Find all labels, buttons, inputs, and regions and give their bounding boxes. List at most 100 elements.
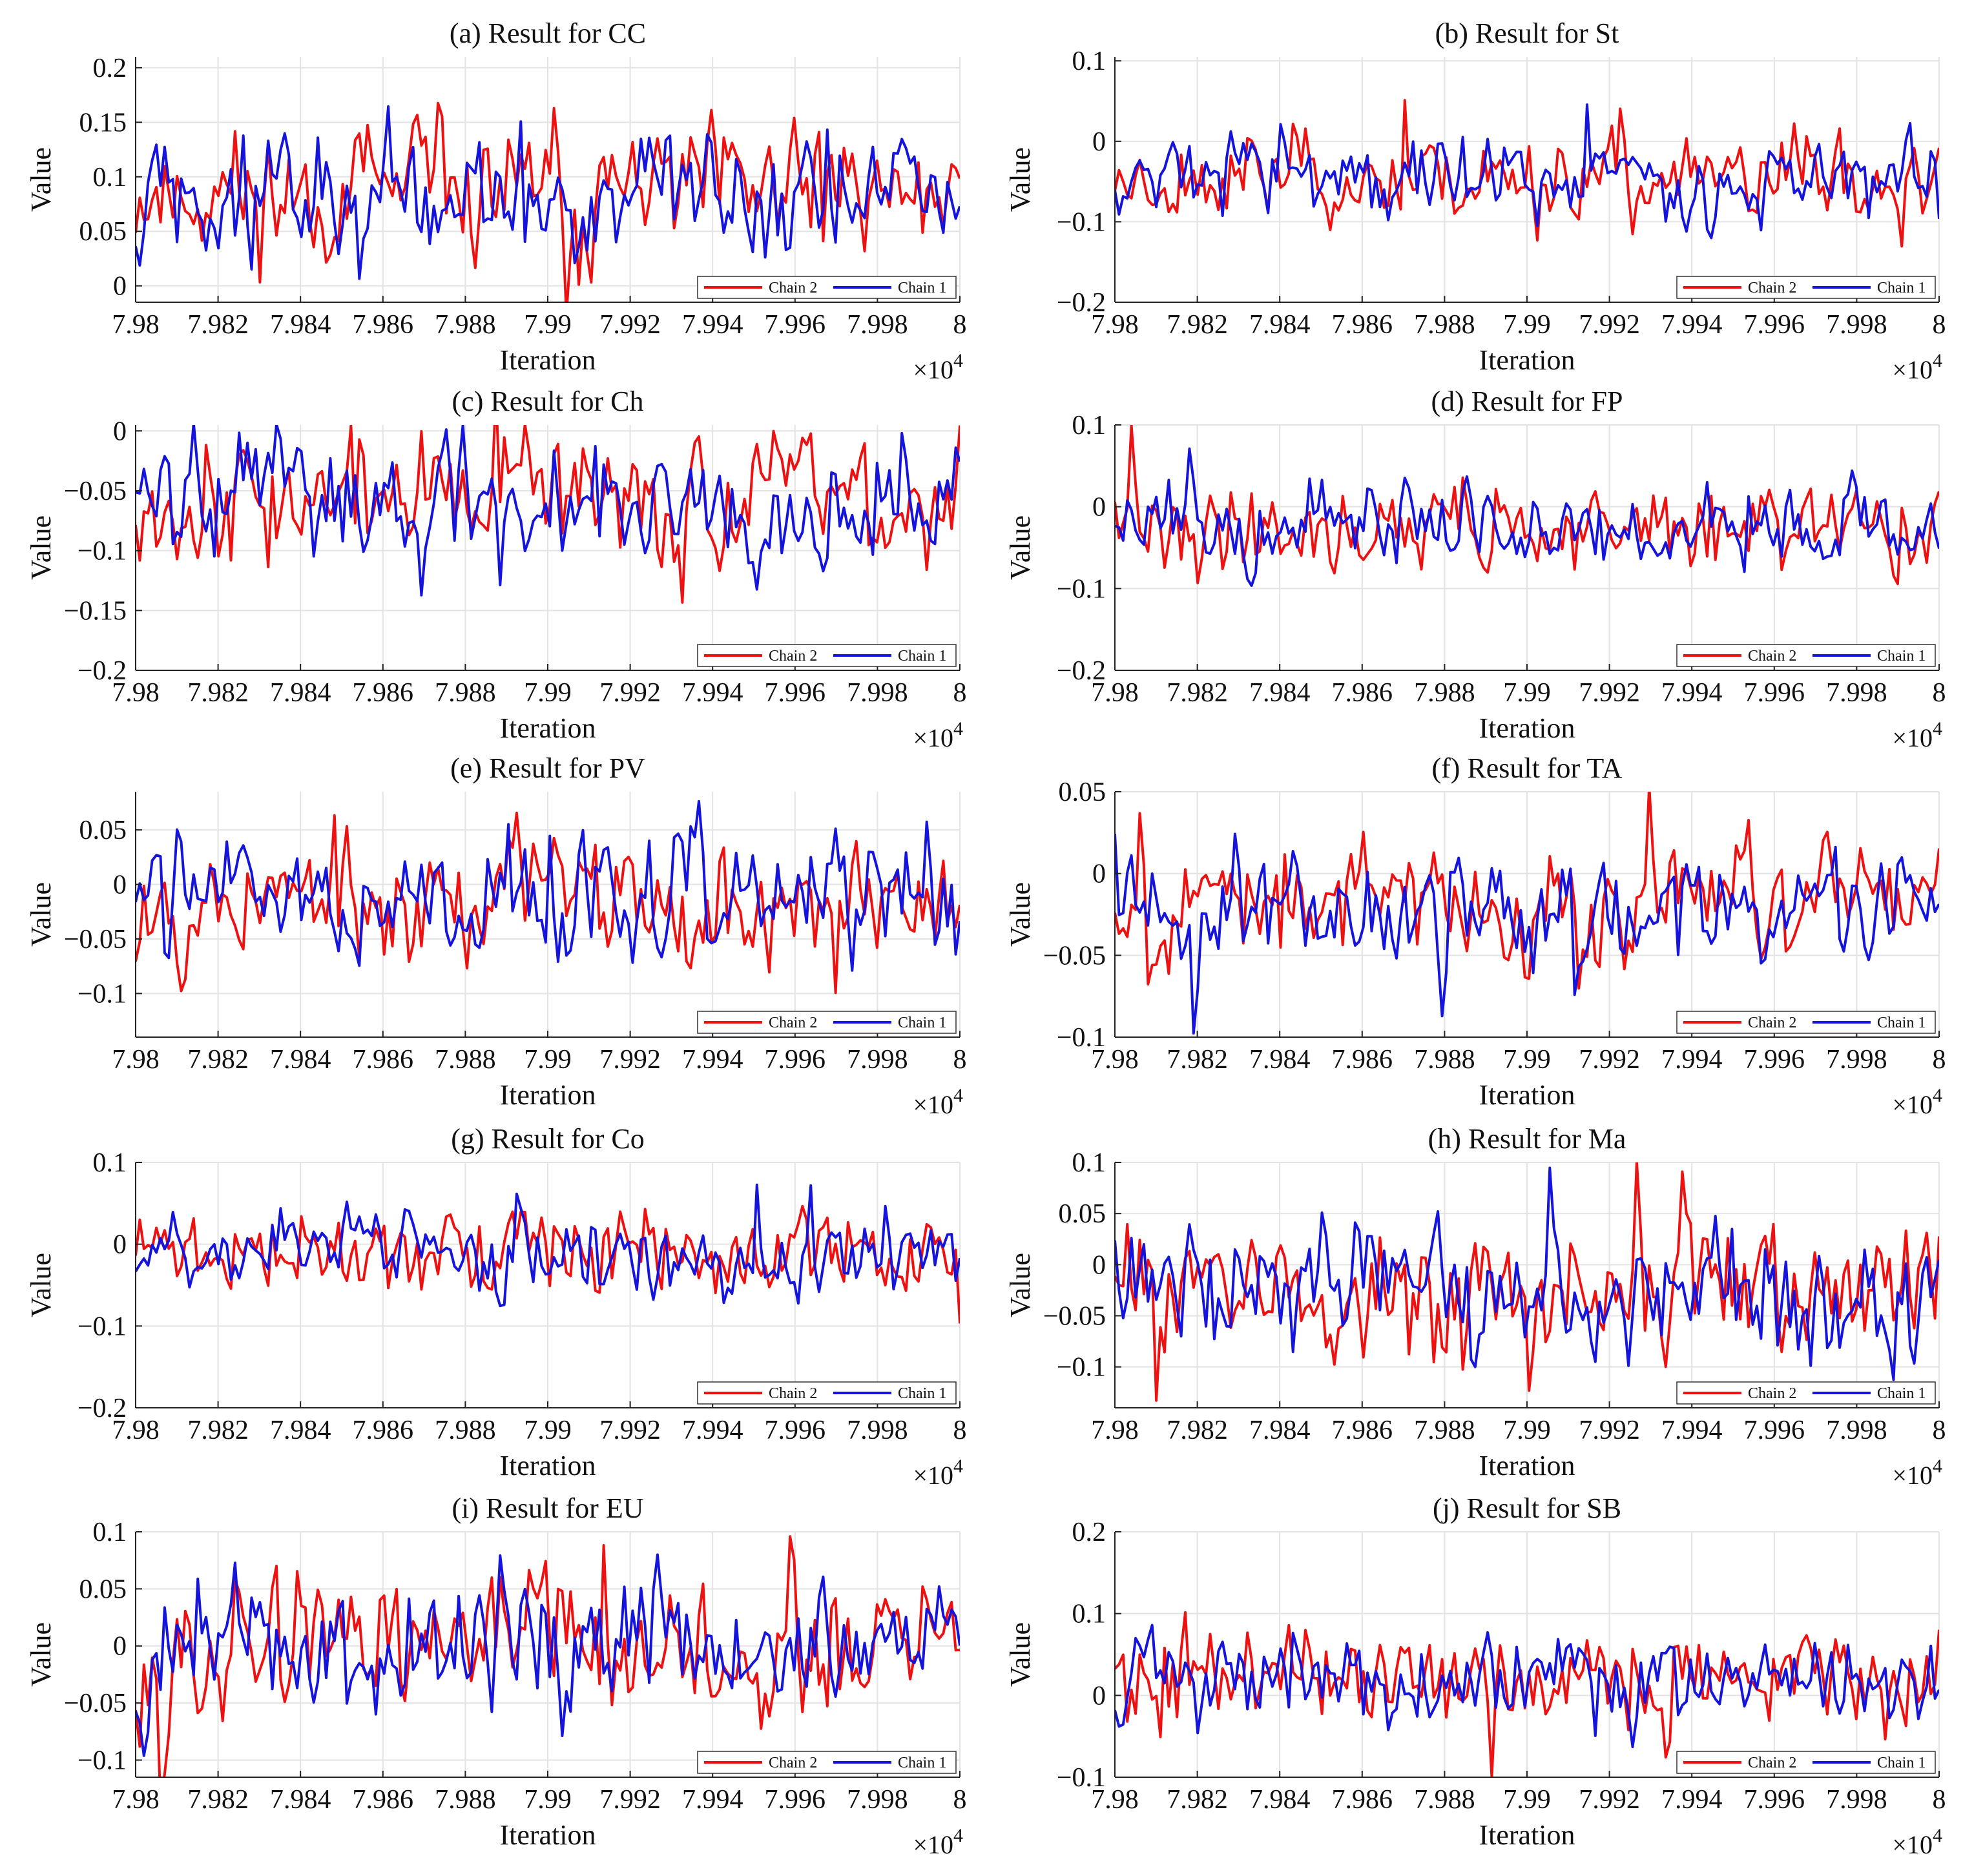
panel-j: 7.98 7.982 7.984 7.986 7.988 7.99 7.992 7.994 7.… bbox=[1004, 1492, 1946, 1859]
panel-title: (d) Result for FP bbox=[1431, 386, 1623, 417]
x-tick-label: 7.986 bbox=[353, 678, 414, 708]
x-tick-label: 7.998 bbox=[1826, 1785, 1887, 1815]
x-tick-label: 7.992 bbox=[1579, 678, 1640, 708]
series-line-chain-1 bbox=[1115, 103, 1939, 240]
x-axis-label: Iteration bbox=[499, 1079, 596, 1111]
x-tick-label: 7.992 bbox=[1579, 1785, 1640, 1815]
y-tick-label: −0.2 bbox=[78, 656, 127, 686]
x-tick-label: 7.996 bbox=[765, 310, 826, 340]
x-tick-label: 7.982 bbox=[187, 1416, 249, 1445]
legend-entry: Chain 1 bbox=[898, 1015, 946, 1031]
x-tick-label: 7.982 bbox=[187, 678, 249, 708]
panel-d: 7.98 7.982 7.984 7.986 7.988 7.99 7.992 7.994 7.… bbox=[1004, 386, 1946, 752]
y-axis-label: Value bbox=[25, 147, 57, 212]
series-line-chain-2 bbox=[136, 1535, 960, 1777]
x-tick-label: 7.984 bbox=[270, 1785, 331, 1815]
x-multiplier: ×104 bbox=[913, 1085, 963, 1119]
y-tick-label: 0 bbox=[1092, 127, 1106, 157]
y-tick-label: −0.05 bbox=[64, 477, 127, 506]
x-tick-label: 7.98 bbox=[1091, 1045, 1139, 1075]
panel-title: (g) Result for Co bbox=[451, 1123, 644, 1155]
y-tick-label: 0.05 bbox=[79, 816, 127, 845]
legend-entry: Chain 1 bbox=[898, 1755, 946, 1771]
legend-entry: Chain 2 bbox=[769, 1015, 817, 1031]
x-tick-label: 7.986 bbox=[1332, 678, 1393, 708]
legend: Chain 2 Chain 1 bbox=[1676, 276, 1936, 299]
y-tick-label: 0.1 bbox=[1072, 1600, 1106, 1629]
x-tick-label: 7.982 bbox=[187, 310, 249, 340]
legend-entry: Chain 2 bbox=[769, 280, 817, 296]
x-tick-label: 7.99 bbox=[524, 310, 572, 340]
x-multiplier: ×104 bbox=[1892, 350, 1942, 384]
series-line-chain-2 bbox=[1115, 792, 1939, 990]
x-tick-label: 7.986 bbox=[353, 1045, 414, 1075]
legend-entry: Chain 2 bbox=[769, 1385, 817, 1402]
x-tick-label: 7.988 bbox=[1414, 1785, 1475, 1815]
x-tick-label: 7.982 bbox=[1167, 678, 1228, 708]
x-tick-label: 8 bbox=[1933, 1785, 1946, 1815]
x-tick-label: 7.986 bbox=[1332, 1045, 1393, 1075]
series-line-chain-2 bbox=[1115, 99, 1939, 248]
x-tick-label: 7.986 bbox=[353, 310, 414, 340]
x-tick-label: 7.994 bbox=[682, 1045, 743, 1075]
y-tick-label: 0.05 bbox=[79, 1574, 127, 1604]
y-tick-label: −0.2 bbox=[78, 1394, 127, 1423]
legend-entry: Chain 2 bbox=[1748, 1385, 1796, 1402]
x-tick-label: 7.99 bbox=[1503, 1416, 1551, 1445]
x-tick-label: 7.99 bbox=[1503, 678, 1551, 708]
x-tick-label: 7.986 bbox=[1332, 1785, 1393, 1815]
x-tick-label: 7.996 bbox=[1744, 1045, 1805, 1075]
x-tick-label: 8 bbox=[953, 1416, 967, 1445]
x-tick-label: 7.98 bbox=[112, 1785, 160, 1815]
x-tick-label: 8 bbox=[1933, 310, 1946, 340]
legend: Chain 2 Chain 1 bbox=[697, 1751, 957, 1774]
y-tick-label: 0.1 bbox=[1072, 1148, 1106, 1178]
series-line-chain-1 bbox=[136, 1183, 960, 1308]
x-multiplier: ×104 bbox=[913, 350, 963, 384]
y-tick-label: −0.1 bbox=[78, 1746, 127, 1775]
x-tick-label: 7.992 bbox=[599, 310, 661, 340]
panel-e: 7.98 7.982 7.984 7.986 7.988 7.99 7.992 7.994 7.… bbox=[25, 752, 967, 1119]
series-line-chain-2 bbox=[1115, 425, 1939, 586]
x-axis-label: Iteration bbox=[1479, 1819, 1575, 1851]
x-tick-label: 7.984 bbox=[1249, 678, 1311, 708]
y-axis-label: Value bbox=[25, 1622, 57, 1687]
x-tick-label: 7.994 bbox=[682, 310, 743, 340]
x-tick-label: 7.998 bbox=[1826, 678, 1887, 708]
x-tick-label: 7.994 bbox=[1661, 1785, 1723, 1815]
y-tick-label: −0.1 bbox=[78, 537, 127, 566]
x-tick-label: 7.984 bbox=[270, 1416, 331, 1445]
y-tick-label: 0 bbox=[113, 417, 127, 446]
x-tick-label: 7.992 bbox=[1579, 1045, 1640, 1075]
y-tick-label: 0.2 bbox=[1072, 1518, 1106, 1547]
y-tick-label: 0 bbox=[1092, 1681, 1106, 1711]
x-tick-label: 8 bbox=[953, 1045, 967, 1075]
y-tick-label: −0.05 bbox=[1043, 1302, 1106, 1332]
x-axis-label: Iteration bbox=[1479, 344, 1575, 376]
panel-c: 7.98 7.982 7.984 7.986 7.988 7.99 7.992 7.994 7.… bbox=[25, 386, 967, 752]
x-axis-label: Iteration bbox=[499, 344, 596, 376]
x-tick-label: 7.998 bbox=[847, 1416, 908, 1445]
x-tick-label: 7.984 bbox=[270, 310, 331, 340]
x-tick-label: 7.98 bbox=[1091, 1785, 1139, 1815]
x-multiplier: ×104 bbox=[1892, 1825, 1942, 1859]
y-axis-label: Value bbox=[1004, 515, 1036, 580]
panel-a: 7.98 7.982 7.984 7.986 7.988 7.99 7.992 7.994 7.… bbox=[25, 17, 967, 384]
series-line-chain-2 bbox=[136, 101, 960, 302]
x-tick-label: 7.984 bbox=[1249, 310, 1311, 340]
x-tick-label: 7.998 bbox=[1826, 310, 1887, 340]
legend-entry: Chain 1 bbox=[1877, 1015, 1926, 1031]
x-tick-label: 8 bbox=[1933, 678, 1946, 708]
x-tick-label: 7.996 bbox=[765, 1045, 826, 1075]
x-tick-label: 7.982 bbox=[1167, 1416, 1228, 1445]
x-tick-label: 7.99 bbox=[524, 678, 572, 708]
x-tick-label: 8 bbox=[953, 310, 967, 340]
x-tick-label: 7.99 bbox=[524, 1416, 572, 1445]
series-line-chain-1 bbox=[1115, 1623, 1939, 1749]
x-axis-label: Iteration bbox=[1479, 712, 1575, 744]
legend-entry: Chain 1 bbox=[898, 1385, 946, 1402]
legend-entry: Chain 1 bbox=[898, 648, 946, 665]
x-tick-label: 7.984 bbox=[270, 678, 331, 708]
panel-title: (b) Result for St bbox=[1435, 17, 1619, 49]
y-tick-label: −0.1 bbox=[1057, 1353, 1106, 1383]
